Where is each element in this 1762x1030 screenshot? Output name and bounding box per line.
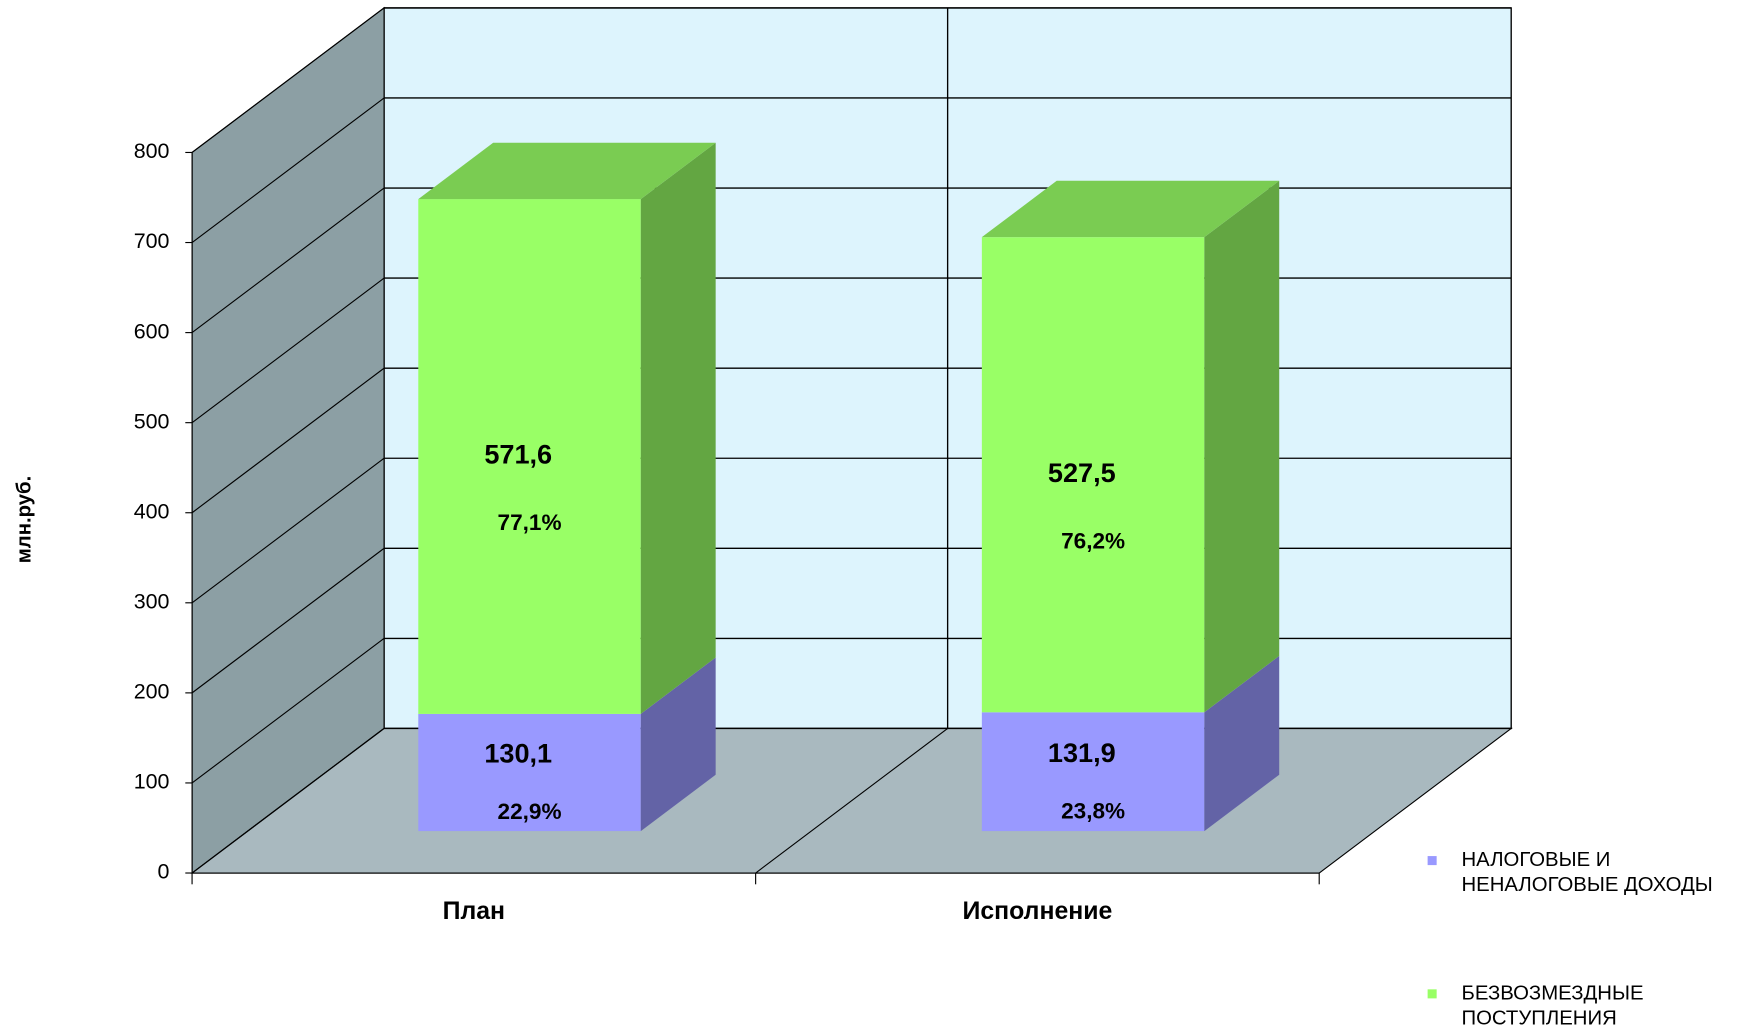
bar-side [1204, 655, 1280, 832]
bar-front [418, 199, 641, 714]
y-tick-label: 300 [134, 589, 170, 613]
y-tick-label: 0 [158, 860, 170, 884]
bar-top [418, 142, 716, 200]
y-tick-label: 600 [134, 319, 170, 343]
y-tick-label: 800 [134, 139, 170, 163]
y-tick-label: 700 [134, 229, 170, 253]
y-tick-label: 200 [134, 680, 170, 704]
grid-line [191, 547, 385, 694]
value-label: 130,1 [484, 738, 552, 769]
grid-line [191, 367, 385, 514]
floor-divider [755, 728, 948, 874]
legend-swatch [1427, 856, 1437, 866]
grid-line [191, 457, 385, 604]
y-tick-label: 500 [134, 409, 170, 433]
share-label: 77,1% [498, 510, 562, 535]
legend-item: НАЛОГОВЫЕ И НЕНАЛОГОВЫЕ ДОХОДЫ [1461, 848, 1713, 896]
bar-segment [418, 657, 716, 832]
legend-label: БЕЗВОЗМЕЗДНЫЕ ПОСТУПЛЕНИЯ [1461, 981, 1644, 1029]
bar-segment [981, 180, 1280, 713]
grid-line [191, 728, 385, 874]
share-label: 23,8% [1061, 798, 1125, 823]
grid-line [191, 637, 385, 784]
value-label: 131,9 [1048, 737, 1116, 768]
bar-front [981, 712, 1205, 832]
bar-front [981, 237, 1205, 713]
share-label: 76,2% [1061, 528, 1125, 553]
grid-line [191, 97, 385, 243]
bar-side [640, 142, 716, 714]
bar-segment [981, 655, 1280, 832]
bar-side [640, 657, 716, 832]
y-tick-label: 400 [134, 499, 170, 523]
legend-swatch [1427, 989, 1437, 999]
grid-line [191, 187, 385, 334]
value-label: 571,6 [484, 439, 552, 470]
legend-item: БЕЗВОЗМЕЗДНЫЕ ПОСТУПЛЕНИЯ [1461, 981, 1644, 1029]
legend-label: НАЛОГОВЫЕ И НЕНАЛОГОВЫЕ ДОХОДЫ [1461, 848, 1713, 896]
grid-line [191, 7, 385, 153]
y-tick-label: 100 [134, 770, 170, 794]
bar-top [981, 180, 1280, 238]
x-tick-label: Исполнение [962, 898, 1112, 925]
bar-front [418, 713, 641, 832]
share-label: 22,9% [498, 799, 562, 824]
value-label: 527,5 [1048, 457, 1116, 488]
y-axis-label: млн.руб. [13, 476, 35, 563]
bar-segment [418, 142, 716, 714]
grid-line [191, 277, 385, 424]
bar-side [1204, 180, 1280, 713]
x-tick-label: План [443, 898, 505, 925]
